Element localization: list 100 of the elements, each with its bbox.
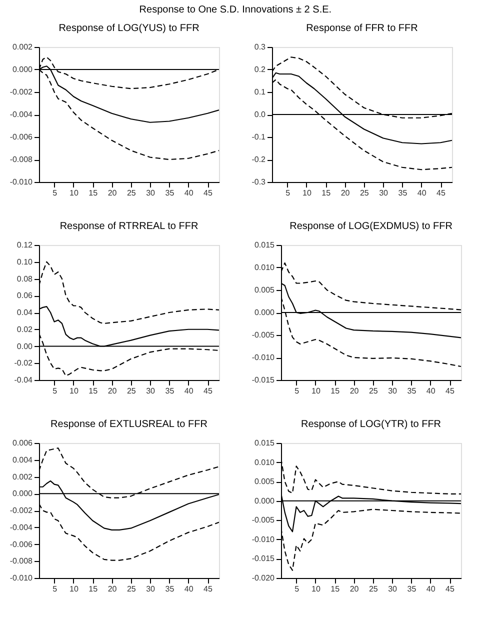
x-tick-label: 10 xyxy=(312,386,321,396)
x-tick-label: 20 xyxy=(108,584,118,594)
x-tick-label: 5 xyxy=(52,188,58,198)
y-tick-label: -0.1 xyxy=(252,132,266,142)
x-tick-label: 15 xyxy=(88,386,98,396)
y-tick-label: 0.005 xyxy=(254,477,276,486)
y-tick-label: 0.015 xyxy=(254,438,276,448)
x-tick-label: 45 xyxy=(204,584,214,594)
y-tick-label: -0.008 xyxy=(10,155,34,164)
text: Response to One S.D. Innovations ± 2 S.E. xyxy=(139,4,332,16)
x-tick-label: 10 xyxy=(312,584,321,594)
x-tick-label: 15 xyxy=(88,584,98,594)
y-tick-label: -0.004 xyxy=(10,110,34,119)
chart-title: Response of LOG(EXDMUS) to FFR xyxy=(290,221,452,232)
y-tick-label: 0.010 xyxy=(254,263,276,272)
y-tick-label: 0.006 xyxy=(12,438,34,448)
x-tick-label: 5 xyxy=(286,188,291,198)
x-tick-label: 25 xyxy=(368,584,378,594)
x-tick-label: 20 xyxy=(350,386,360,396)
x-tick-label: 20 xyxy=(350,584,360,594)
y-tick-label: 0.10 xyxy=(16,257,34,266)
y-tick-label: -0.3 xyxy=(252,178,266,186)
y-tick-label: -0.008 xyxy=(10,556,34,566)
x-tick-label: 30 xyxy=(146,386,156,396)
y-tick-label: 0.002 xyxy=(12,472,34,482)
y-tick-label: 0.08 xyxy=(16,274,34,284)
x-tick-label: 40 xyxy=(184,188,194,198)
y-tick-label: -0.004 xyxy=(10,522,34,532)
y-tick-label: 0.04 xyxy=(16,308,34,317)
x-tick-label: 25 xyxy=(126,188,136,198)
x-tick-label: 5 xyxy=(52,584,58,594)
y-tick-label: -0.005 xyxy=(252,516,276,525)
y-tick-label: -0.006 xyxy=(10,540,34,549)
y-tick-label: 0.002 xyxy=(12,42,34,52)
x-tick-label: 35 xyxy=(165,584,175,594)
y-tick-label: -0.2 xyxy=(252,155,266,164)
y-tick-label: -0.010 xyxy=(252,353,276,362)
x-tick-label: 15 xyxy=(330,584,340,594)
y-tick-label: -0.010 xyxy=(10,178,34,186)
y-tick-label: 0.06 xyxy=(16,291,34,300)
y-tick-label: 0.12 xyxy=(16,240,34,250)
chart-title: Response of LOG(YTR) to FFR xyxy=(300,419,442,430)
y-tick-label: -0.010 xyxy=(252,534,276,544)
y-tick-label: -0.005 xyxy=(252,330,276,340)
chart-title: Response of FFR to FFR xyxy=(306,23,418,34)
x-tick-label: 15 xyxy=(330,386,340,396)
x-tick-label: 35 xyxy=(165,188,175,198)
x-tick-label: 40 xyxy=(426,386,436,396)
x-tick-label: 25 xyxy=(368,386,378,396)
x-tick-label: 40 xyxy=(184,584,194,594)
x-tick-label: 35 xyxy=(165,386,175,396)
x-tick-label: 20 xyxy=(108,188,118,198)
y-tick-label: -0.006 xyxy=(10,132,34,142)
x-tick-label: 45 xyxy=(204,386,214,396)
chart-title: Response of RTRREAL to FFR xyxy=(60,221,198,232)
x-tick-label: 35 xyxy=(407,584,417,594)
y-tick-label: 0.000 xyxy=(254,496,276,506)
x-tick-label: 45 xyxy=(436,188,446,198)
x-tick-label: 45 xyxy=(446,584,456,594)
x-tick-label: 40 xyxy=(417,188,427,198)
x-tick-label: 15 xyxy=(88,188,98,198)
chart-title: Response of LOG(YUS) to FFR xyxy=(58,23,200,34)
x-tick-label: 25 xyxy=(126,386,136,396)
x-tick-label: 35 xyxy=(407,386,417,396)
y-tick-label: 0.2 xyxy=(254,65,266,74)
x-tick-label: 30 xyxy=(379,188,389,198)
x-tick-label: 5 xyxy=(294,386,300,396)
x-tick-label: 10 xyxy=(70,386,79,396)
y-tick-label: 0.1 xyxy=(254,88,266,96)
y-tick-label: 0.010 xyxy=(254,458,276,467)
y-tick-label: 0.3 xyxy=(254,42,266,52)
x-tick-label: 25 xyxy=(126,584,136,594)
x-tick-label: 40 xyxy=(426,584,436,594)
x-tick-label: 20 xyxy=(108,386,118,396)
y-tick-label: -0.015 xyxy=(252,376,276,384)
x-tick-label: 20 xyxy=(340,188,350,198)
x-tick-label: 10 xyxy=(70,584,79,594)
y-tick-label: -0.010 xyxy=(10,574,34,582)
chart-title: Response of EXTLUSREAL to FFR xyxy=(50,419,208,430)
x-tick-label: 35 xyxy=(398,188,408,198)
y-tick-label: -0.02 xyxy=(14,358,34,368)
x-tick-label: 5 xyxy=(52,386,58,396)
y-tick-label: 0.000 xyxy=(254,308,276,317)
x-tick-label: 5 xyxy=(294,584,300,594)
y-tick-label: 0.000 xyxy=(12,65,34,74)
y-tick-label: -0.04 xyxy=(14,376,34,384)
x-tick-label: 30 xyxy=(388,386,398,396)
y-tick-label: 0.02 xyxy=(16,324,34,334)
y-tick-label: -0.002 xyxy=(10,506,34,515)
x-tick-label: 25 xyxy=(360,188,370,198)
y-tick-label: 0.005 xyxy=(254,286,276,294)
x-tick-label: 30 xyxy=(146,584,156,594)
x-tick-label: 30 xyxy=(146,188,156,198)
y-tick-label: -0.020 xyxy=(252,574,276,582)
y-tick-label: -0.015 xyxy=(252,554,276,564)
x-tick-label: 10 xyxy=(70,188,79,198)
y-tick-label: 0.000 xyxy=(12,489,34,498)
x-tick-label: 30 xyxy=(388,584,398,594)
y-tick-label: 0.015 xyxy=(254,240,276,250)
x-tick-label: 45 xyxy=(204,188,214,198)
